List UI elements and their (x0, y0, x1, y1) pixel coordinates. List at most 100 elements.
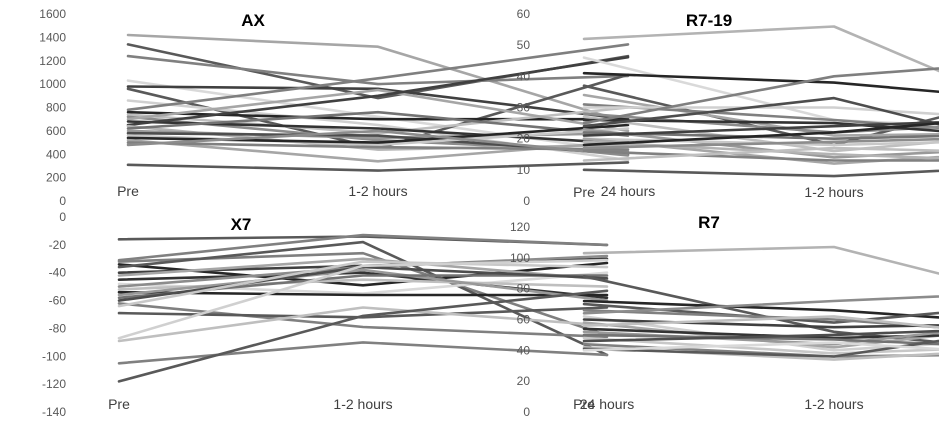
chart-1: 0 10 20 30 40 50 60 Pre 1-2 hours 24 hours R7-19 (517, 7, 939, 208)
y-tick-label: 0 (523, 194, 530, 208)
y-tick-label: 1000 (39, 77, 66, 91)
chart-title: R7 (698, 213, 720, 232)
series-line-21 (582, 146, 939, 162)
chart-title: R7-19 (686, 11, 732, 30)
series-line-18 (117, 258, 609, 340)
series-line-12 (117, 268, 609, 302)
series-line-1 (582, 274, 939, 344)
series-line-13 (126, 55, 630, 127)
series-line-20 (582, 149, 939, 162)
series-line-5 (582, 295, 939, 315)
y-tick-label: 200 (46, 171, 66, 185)
series-line-22 (582, 168, 939, 178)
x-category-label: Pre (573, 396, 595, 412)
chart-title: X7 (231, 215, 252, 234)
series-line-22 (126, 129, 630, 157)
series-line-1 (117, 233, 609, 262)
series-line-0 (126, 33, 630, 124)
y-tick-label: 60 (517, 313, 531, 327)
y-tick-label: 0 (59, 210, 66, 224)
y-tick-label: 600 (46, 124, 66, 138)
series-line-2 (126, 54, 630, 86)
series-line-21 (117, 289, 609, 383)
series-line-11 (582, 96, 939, 128)
series-line-3 (126, 79, 630, 154)
y-tick-label: 1600 (39, 7, 66, 21)
series-line-2 (582, 71, 939, 94)
x-category-label: 1-2 hours (804, 396, 863, 412)
x-category-label: Pre (573, 184, 595, 200)
series-line-14 (582, 120, 939, 137)
series-line-2 (582, 299, 939, 319)
chart-3: 0 20 40 60 80 100 120 Pre 1-2 hours 24 hours R7 (510, 213, 939, 419)
series-line-0 (582, 245, 939, 275)
series-line-13 (582, 131, 939, 140)
series-line-20 (117, 341, 609, 365)
y-tick-label: 30 (517, 101, 531, 115)
y-tick-label: 400 (46, 147, 66, 161)
series-line-18 (582, 341, 939, 352)
series-line-4 (117, 240, 609, 357)
series-line-14 (582, 329, 939, 343)
y-tick-label: -80 (49, 321, 67, 335)
y-tick-label: 40 (517, 343, 531, 357)
y-tick-label: 50 (517, 38, 531, 52)
y-tick-label: 1400 (39, 30, 66, 44)
y-tick-label: 10 (517, 163, 531, 177)
series-line-13 (582, 336, 939, 355)
series-line-5 (582, 103, 939, 130)
series-line-16 (117, 260, 609, 308)
y-tick-label: 60 (517, 7, 531, 21)
y-tick-label: 120 (510, 220, 530, 234)
series-line-8 (582, 115, 939, 153)
series-line-0 (582, 25, 939, 73)
y-tick-label: 20 (517, 374, 531, 388)
series-line-4 (582, 308, 939, 329)
series-line-10 (582, 67, 939, 125)
y-tick-label: 0 (59, 194, 66, 208)
series-line-6 (582, 315, 939, 352)
series-line-9 (582, 315, 939, 329)
x-category-label: 1-2 hours (348, 183, 407, 199)
x-category-label: 1-2 hours (804, 184, 863, 200)
y-tick-label: 100 (510, 251, 530, 265)
chart-title: AX (241, 11, 265, 30)
y-tick-label: -40 (49, 266, 67, 280)
x-category-label: Pre (117, 183, 139, 199)
series-line-19 (582, 137, 939, 150)
y-tick-label: -120 (42, 377, 66, 391)
series-line-9 (582, 118, 939, 133)
y-tick-label: 20 (517, 132, 531, 146)
y-tick-label: -20 (49, 238, 67, 252)
y-tick-label: 1200 (39, 54, 66, 68)
series-line-15 (126, 110, 630, 137)
y-tick-label: -140 (42, 405, 66, 419)
series-line-23 (126, 161, 630, 172)
series-line-17 (582, 339, 939, 358)
x-category-label: 24 hours (580, 396, 634, 412)
series-line-12 (582, 333, 939, 346)
series-line-15 (117, 302, 609, 339)
y-tick-label: 800 (46, 101, 66, 115)
series-line-11 (117, 290, 609, 297)
series-line-10 (582, 327, 939, 340)
y-tick-label: 0 (523, 405, 530, 419)
x-category-label: Pre (108, 396, 130, 412)
series-line-11 (126, 88, 630, 133)
x-category-label: 1-2 hours (333, 396, 392, 412)
y-tick-label: -60 (49, 294, 67, 308)
series-line-21 (126, 141, 630, 151)
series-line-12 (582, 128, 939, 159)
series-line-7 (126, 43, 630, 112)
chart-2: -140 -120 -100 -80 -60 -40 -20 0 Pre 1-2 hours 24 … (42, 210, 634, 419)
series-line-19 (117, 306, 609, 343)
x-category-label: 24 hours (601, 183, 655, 199)
series-line-18 (582, 121, 939, 147)
series-line-6 (117, 257, 609, 282)
y-tick-label: 80 (517, 282, 531, 296)
y-tick-label: 40 (517, 69, 531, 83)
y-tick-label: -100 (42, 349, 66, 363)
